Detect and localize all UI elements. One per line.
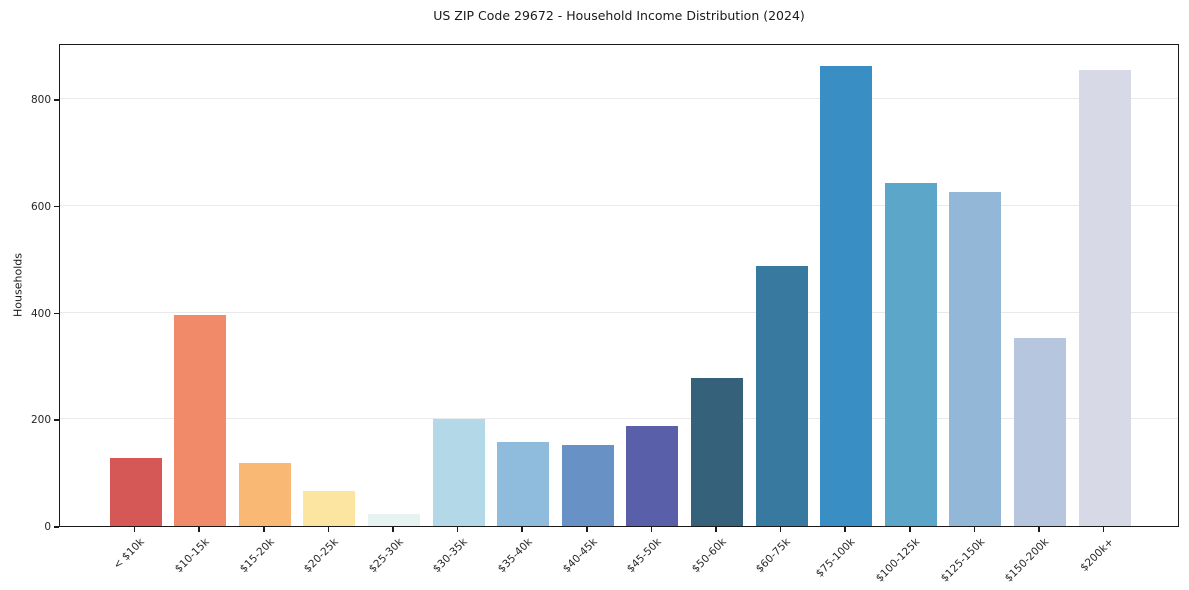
x-tick-label-$200k+: $200k+ xyxy=(1078,536,1117,574)
gridline-y-800 xyxy=(60,98,1178,100)
bar-$60-75k xyxy=(755,265,808,526)
x-tick-mark-$60-75k xyxy=(779,527,782,532)
gridline-y-600 xyxy=(60,204,1178,206)
x-tick-label-< $10k: < $10k xyxy=(111,536,148,572)
y-tick-label-400: 400 xyxy=(30,307,51,320)
gridline-y-200 xyxy=(60,418,1178,420)
y-tick-mark-200 xyxy=(54,419,59,421)
x-tick-label-$75-100k: $75-100k xyxy=(813,536,858,580)
x-tick-mark-$150-200k xyxy=(1038,527,1040,532)
bar-$75-100k xyxy=(820,65,873,526)
x-tick-mark-$45-50k xyxy=(650,527,653,532)
x-tick-mark-$15-20k xyxy=(263,527,265,532)
x-tick-label-$100-125k: $100-125k xyxy=(873,536,923,585)
x-tick-mark-$40-45k xyxy=(586,527,588,532)
bar-$150-200k xyxy=(1014,337,1066,526)
bar-$100-125k xyxy=(884,182,937,526)
plot-area xyxy=(59,44,1179,527)
y-tick-mark-800 xyxy=(54,99,59,101)
x-tick-mark-$25-30k xyxy=(392,527,394,532)
y-tick-mark-400 xyxy=(54,312,59,315)
x-tick-label-$25-30k: $25-30k xyxy=(366,536,406,576)
x-tick-mark-< $10k xyxy=(133,527,136,532)
gridline-y-400 xyxy=(60,311,1178,313)
x-tick-mark-$30-35k xyxy=(456,527,459,532)
x-tick-mark-$35-40k xyxy=(521,527,523,532)
y-tick-label-0: 0 xyxy=(44,521,51,533)
x-tick-label-$30-35k: $30-35k xyxy=(431,536,471,576)
bar-$30-35k xyxy=(432,419,485,526)
bar-$25-30k xyxy=(368,514,420,526)
bar-$125-150k xyxy=(949,191,1002,526)
x-tick-mark-$75-100k xyxy=(844,527,846,532)
y-tick-mark-0 xyxy=(54,526,59,528)
x-tick-label-$125-150k: $125-150k xyxy=(938,536,987,585)
bar-$15-20k xyxy=(238,462,291,526)
x-tick-label-$45-50k: $45-50k xyxy=(624,536,664,576)
x-tick-mark-$100-125k xyxy=(909,527,911,532)
x-tick-mark-$200k+ xyxy=(1102,527,1105,532)
x-tick-label-$35-40k: $35-40k xyxy=(495,536,535,576)
x-tick-label-$10-15k: $10-15k xyxy=(172,536,212,576)
x-tick-label-$150-200k: $150-200k xyxy=(1002,536,1052,585)
x-tick-mark-$20-25k xyxy=(327,527,330,532)
bar-$20-25k xyxy=(303,490,356,526)
bar-$45-50k xyxy=(626,425,679,526)
x-tick-label-$20-25k: $20-25k xyxy=(301,536,341,576)
bar-< $10k xyxy=(109,457,162,526)
bar-$50-60k xyxy=(691,377,743,526)
y-tick-mark-600 xyxy=(54,205,59,208)
x-tick-mark-$50-60k xyxy=(715,527,717,532)
bar-$40-45k xyxy=(561,444,614,526)
y-tick-label-200: 200 xyxy=(30,414,51,427)
bar-$10-15k xyxy=(174,315,227,526)
y-tick-label-800: 800 xyxy=(30,94,51,107)
chart-title: US ZIP Code 29672 - Household Income Dis… xyxy=(433,8,805,23)
x-tick-label-$15-20k: $15-20k xyxy=(237,536,277,576)
bar-$200k+ xyxy=(1078,69,1131,526)
x-tick-mark-$10-15k xyxy=(198,527,200,532)
x-tick-label-$40-45k: $40-45k xyxy=(560,536,600,576)
x-tick-label-$50-60k: $50-60k xyxy=(689,536,729,576)
bar-$35-40k xyxy=(497,442,550,526)
y-tick-label-600: 600 xyxy=(30,200,51,213)
x-tick-mark-$125-150k xyxy=(973,527,976,532)
x-tick-label-$60-75k: $60-75k xyxy=(754,536,794,576)
